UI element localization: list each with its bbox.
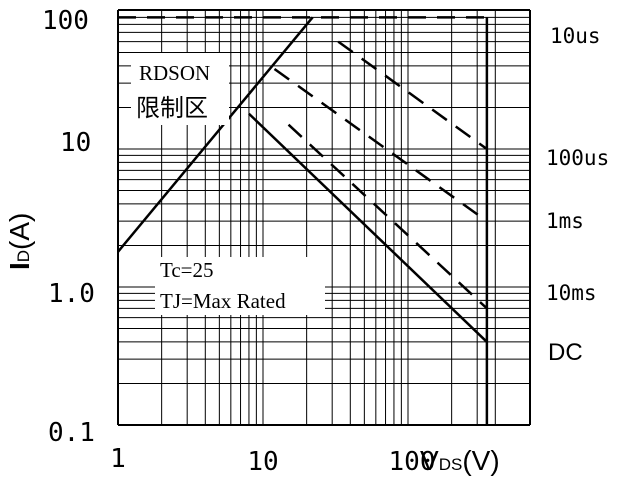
y-tick-labels: 100 10 1.0 0.1 xyxy=(42,6,95,448)
rdson-annotation: RDSON 限制区 xyxy=(131,53,229,125)
x-axis-title-unit: (V) xyxy=(462,445,499,476)
y-axis-title: ID(A) xyxy=(4,213,35,270)
curve-label-dc: DC xyxy=(548,339,583,366)
curve-labels: 10us 100us 1ms 10ms DC xyxy=(546,24,609,366)
x-tick-label: 1 xyxy=(110,444,126,474)
y-axis-title-main: I xyxy=(4,262,35,270)
rdson-text: RDSON xyxy=(139,61,210,85)
x-tick-label: 100 xyxy=(389,447,436,477)
x-tick-labels: 1 10 100 xyxy=(110,444,435,477)
y-tick-label: 100 xyxy=(42,6,89,36)
rdson-cjk-text: 限制区 xyxy=(136,94,208,122)
chart-curves xyxy=(117,16,489,425)
plot-frame xyxy=(117,9,531,426)
curve-100us xyxy=(337,40,488,151)
curve-label-10ms: 10ms xyxy=(546,281,597,305)
curve-label-10us: 10us xyxy=(550,24,601,48)
tj-text: TJ=Max Rated xyxy=(160,289,286,313)
y-tick-label: 10 xyxy=(60,128,91,158)
condition-annotation: Tc=25 TJ=Max Rated xyxy=(155,257,325,315)
x-axis-title: VDS(V) xyxy=(420,445,500,476)
x-axis-title-sub: DS xyxy=(439,455,463,474)
y-tick-label: 1.0 xyxy=(48,279,95,309)
curve-1ms xyxy=(273,67,488,223)
curve-label-100us: 100us xyxy=(546,146,609,170)
curve-rdson xyxy=(117,16,314,253)
y-axis-title-unit: (A) xyxy=(4,213,35,250)
x-axis-title-main: V xyxy=(420,445,439,476)
y-tick-label: 0.1 xyxy=(48,418,95,448)
tc-text: Tc=25 xyxy=(160,258,214,282)
y-axis-title-sub: D xyxy=(14,250,33,262)
x-tick-label: 10 xyxy=(247,447,278,477)
curve-10ms xyxy=(287,123,488,310)
curve-dc xyxy=(248,112,488,343)
curve-label-1ms: 1ms xyxy=(546,209,584,233)
